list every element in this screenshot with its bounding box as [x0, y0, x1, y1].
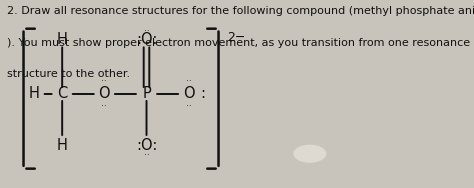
Text: P: P — [142, 86, 151, 102]
Text: 2−: 2− — [228, 31, 246, 44]
Text: :O:: :O: — [136, 138, 157, 153]
Text: :: : — [200, 86, 205, 102]
Text: ··: ·· — [144, 151, 149, 160]
Text: structure to the other.: structure to the other. — [7, 69, 130, 79]
Text: :O:: :O: — [136, 32, 157, 47]
Text: ··: ·· — [144, 27, 149, 36]
Text: ··: ·· — [186, 77, 191, 86]
Text: C: C — [57, 86, 67, 102]
Circle shape — [294, 145, 326, 162]
Text: 2. Draw all resonance structures for the following compound (methyl phosphate an: 2. Draw all resonance structures for the… — [7, 6, 474, 16]
Text: ··: ·· — [101, 77, 107, 86]
Text: ··: ·· — [186, 102, 191, 111]
Text: H: H — [57, 32, 68, 47]
Text: ··: ·· — [101, 102, 107, 111]
Text: ). You must show proper electron movement, as you transition from one resonance: ). You must show proper electron movemen… — [7, 38, 470, 48]
Text: H: H — [28, 86, 39, 102]
Text: O: O — [99, 86, 110, 102]
Text: H: H — [57, 138, 68, 153]
Text: O: O — [183, 86, 194, 102]
